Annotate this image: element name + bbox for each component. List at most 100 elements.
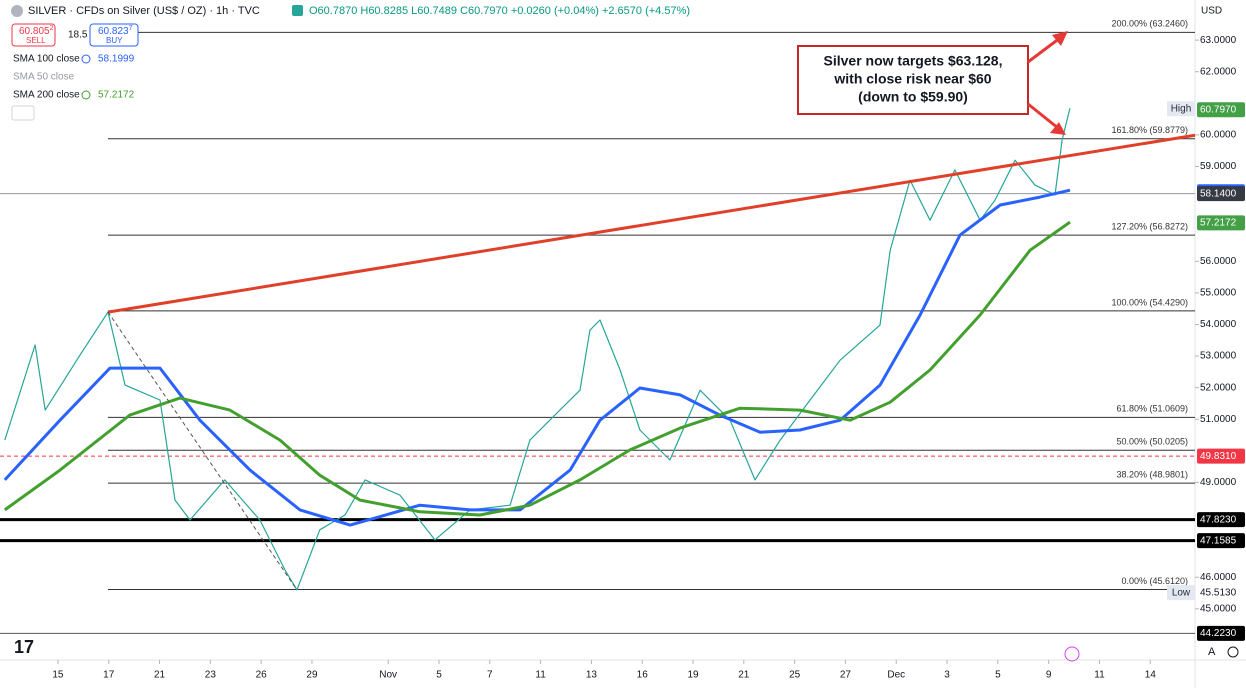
currency[interactable]: USD — [1201, 6, 1222, 17]
buy-button[interactable] — [89, 23, 139, 47]
price-badge — [1197, 448, 1245, 464]
x-tick-label: 9 — [1046, 670, 1052, 681]
fib-label: 200.00% (63.2460) — [1111, 19, 1188, 29]
sell-label: SELL — [26, 36, 46, 45]
fib-label: 161.80% (59.8779) — [1111, 125, 1188, 135]
price-badge-label: 44.2230 — [1200, 628, 1237, 639]
y-tick-label: 52.0000 — [1200, 382, 1237, 393]
badge-tag: High — [1171, 103, 1192, 114]
x-tick-label: 3 — [944, 670, 950, 681]
x-tick-label: 23 — [205, 670, 217, 681]
y-tick-label: 49.0000 — [1200, 477, 1237, 488]
arrow-head — [1052, 31, 1068, 46]
y-tick-label: 54.0000 — [1200, 319, 1237, 330]
x-tick-label: 5 — [436, 670, 442, 681]
price-badge — [1197, 512, 1245, 528]
x-tick-label: 7 — [487, 670, 493, 681]
y-tick-label: 59.0000 — [1200, 161, 1237, 172]
legend-icon — [81, 54, 91, 64]
price-badge-label: 49.8310 — [1200, 451, 1237, 462]
symbol-icon — [11, 5, 23, 17]
x-tick-label: 27 — [840, 670, 852, 681]
plot: 200.00% (63.2460) 161.80% (59.8779) 127.20… — [0, 19, 1196, 634]
price-badge-label: 57.2172 — [1200, 217, 1237, 228]
y-tick-label: 63.0000 — [1200, 35, 1237, 46]
status-dot — [292, 5, 303, 16]
x-tick-label: Dec — [887, 670, 905, 681]
fib-label: 127.20% (56.8272) — [1111, 222, 1188, 232]
price-badge — [1197, 585, 1245, 601]
ohlc: O60.7870 H60.8285 L60.7489 C60.7970 +0.0… — [309, 5, 690, 17]
x-tick-label: 25 — [789, 670, 801, 681]
sell-price: 60.8052 — [19, 25, 54, 37]
event-icon[interactable] — [1064, 646, 1080, 662]
x-tick-label: 19 — [687, 670, 699, 681]
price-badge — [1197, 215, 1245, 231]
legend-label: SMA 50 close — [13, 72, 75, 83]
y-tick-label: 45.0000 — [1200, 603, 1237, 614]
price-badge-label: 47.8230 — [1200, 514, 1237, 525]
x-tick-label: 13 — [586, 670, 598, 681]
price-badge — [1197, 186, 1245, 202]
settings-icon[interactable] — [1227, 646, 1239, 658]
legend-label: SMA 200 close — [13, 90, 80, 101]
legend: SMA 100 close 58.1999 SMA 200 close 57.2172 — [13, 54, 135, 101]
symbol-title: SILVER · CFDs on Silver (US$ / OZ) · 1h … — [28, 5, 260, 17]
price-badge-label: 47.1585 — [1200, 535, 1237, 546]
badge-tag-bg — [1167, 101, 1195, 117]
legend-value: 57.2172 — [98, 90, 135, 101]
badge-tag: Low — [1172, 587, 1191, 598]
legend-label: SMA 100 close — [13, 54, 80, 65]
annotation-line: (down to $59.90) — [858, 89, 968, 105]
sell-button[interactable] — [11, 23, 56, 47]
logo: 17 — [14, 637, 34, 657]
price-badge — [1197, 533, 1245, 549]
fib-label: 50.00% (50.0205) — [1116, 437, 1188, 447]
fib-label: 0.00% (45.6120) — [1121, 576, 1188, 586]
x-tick-label: 14 — [1145, 670, 1157, 681]
price-badge-label: 45.5130 — [1200, 587, 1237, 598]
y-tick-label: 53.0000 — [1200, 351, 1237, 362]
x-tick-label: 11 — [1094, 670, 1105, 681]
legend-icon — [81, 90, 91, 100]
price-badge — [1197, 625, 1245, 641]
auto-scale[interactable]: A — [1208, 646, 1216, 658]
x-tick-label: Nov — [379, 670, 397, 681]
sma-line — [3, 188, 1071, 527]
sma-line — [3, 220, 1071, 517]
x-tick-label: 16 — [637, 670, 649, 681]
x-tick-label: 11 — [535, 670, 546, 681]
y-tick-label: 55.0000 — [1200, 288, 1237, 299]
price-line — [4, 107, 1071, 591]
spread: 18.5 — [68, 30, 88, 41]
arrow — [1027, 102, 1059, 130]
x-tick-label: 17 — [103, 670, 115, 681]
price-badge — [1197, 102, 1245, 118]
collapse-button[interactable] — [11, 105, 35, 121]
annotation-box — [797, 45, 1029, 115]
y-tick-label: 56.0000 — [1200, 256, 1237, 267]
y-tick-label: 51.0000 — [1200, 414, 1237, 425]
annotation-line: Silver now targets $63.128, — [824, 53, 1003, 69]
swing-line — [107, 311, 298, 591]
x-tick-label: 15 — [52, 670, 64, 681]
price-badge-label: 60.7970 — [1200, 104, 1237, 115]
trendline — [107, 133, 1196, 314]
price-badge-label: 58.1400 — [1200, 188, 1237, 199]
x-tick-label: 29 — [306, 670, 318, 681]
x-tick-label: 21 — [154, 670, 166, 681]
y-tick-label: 62.0000 — [1200, 66, 1237, 77]
buy-label: BUY — [106, 36, 123, 45]
x-tick-label: 26 — [256, 670, 268, 681]
arrow-head — [1050, 122, 1066, 135]
annotation: Silver now targets $63.128, with close ri… — [824, 53, 1003, 105]
x-tick-label: 5 — [995, 670, 1001, 681]
x-tick-label: 21 — [738, 670, 750, 681]
annotation-line: with close risk near $60 — [833, 71, 991, 87]
fib-label: 100.00% (54.4290) — [1111, 297, 1188, 307]
buy-price: 60.8237 — [98, 25, 133, 37]
y-tick-label: 60.0000 — [1200, 130, 1237, 141]
